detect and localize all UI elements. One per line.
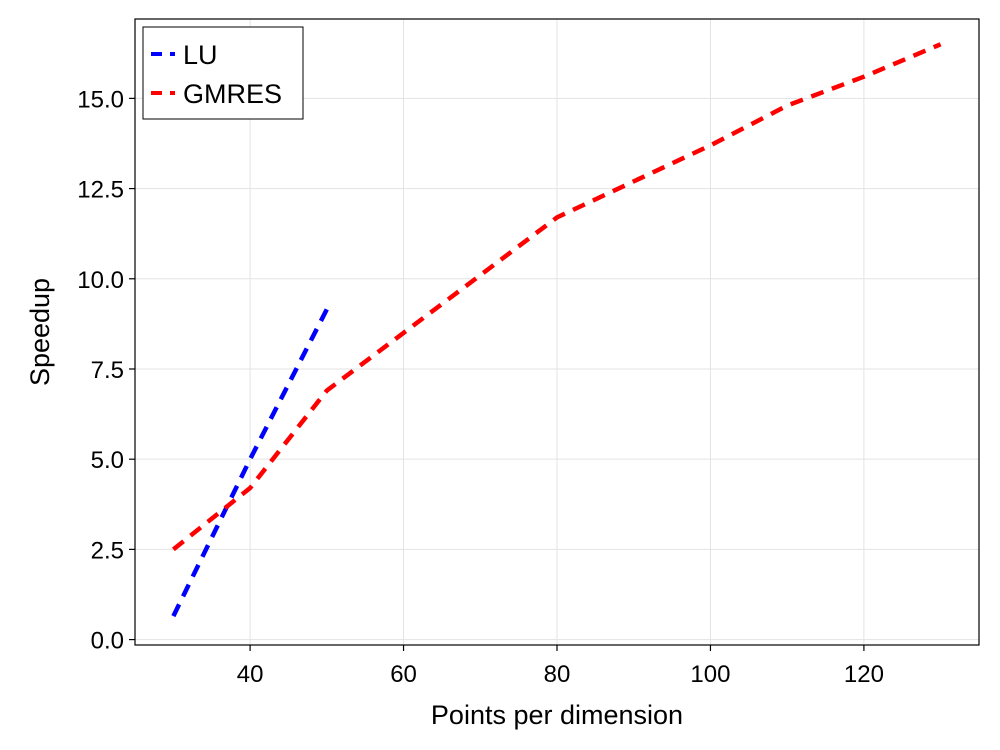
series-lines bbox=[171, 42, 942, 618]
y-tick-label: 12.5 bbox=[77, 177, 124, 204]
x-tick-label: 40 bbox=[237, 661, 264, 688]
x-tick-label: 60 bbox=[390, 661, 417, 688]
y-tick-label: 7.5 bbox=[91, 357, 124, 384]
y-axis-label: Speedup bbox=[25, 278, 55, 386]
legend: LU GMRES bbox=[142, 26, 304, 120]
series-line-gmres bbox=[171, 42, 942, 552]
x-tick-label: 120 bbox=[844, 661, 884, 688]
axis-ticks: 40 60 80 100 120 0.0 2.5 5.0 7.5 10.0 12.5 15.0 bbox=[77, 86, 884, 688]
y-tick-label: 10.0 bbox=[77, 267, 124, 294]
y-tick-label: 15.0 bbox=[77, 86, 124, 113]
x-tick-label: 80 bbox=[544, 661, 571, 688]
y-tick-label: 2.5 bbox=[91, 537, 124, 564]
x-tick-label: 100 bbox=[690, 661, 730, 688]
legend-box bbox=[142, 26, 304, 120]
y-tick-label: 0.0 bbox=[91, 628, 124, 655]
x-axis-label: Points per dimension bbox=[431, 700, 683, 730]
legend-label-lu: LU bbox=[183, 40, 218, 70]
legend-label-gmres: GMRES bbox=[183, 79, 282, 109]
series-line-lu bbox=[171, 308, 329, 618]
y-tick-label: 5.0 bbox=[91, 447, 124, 474]
